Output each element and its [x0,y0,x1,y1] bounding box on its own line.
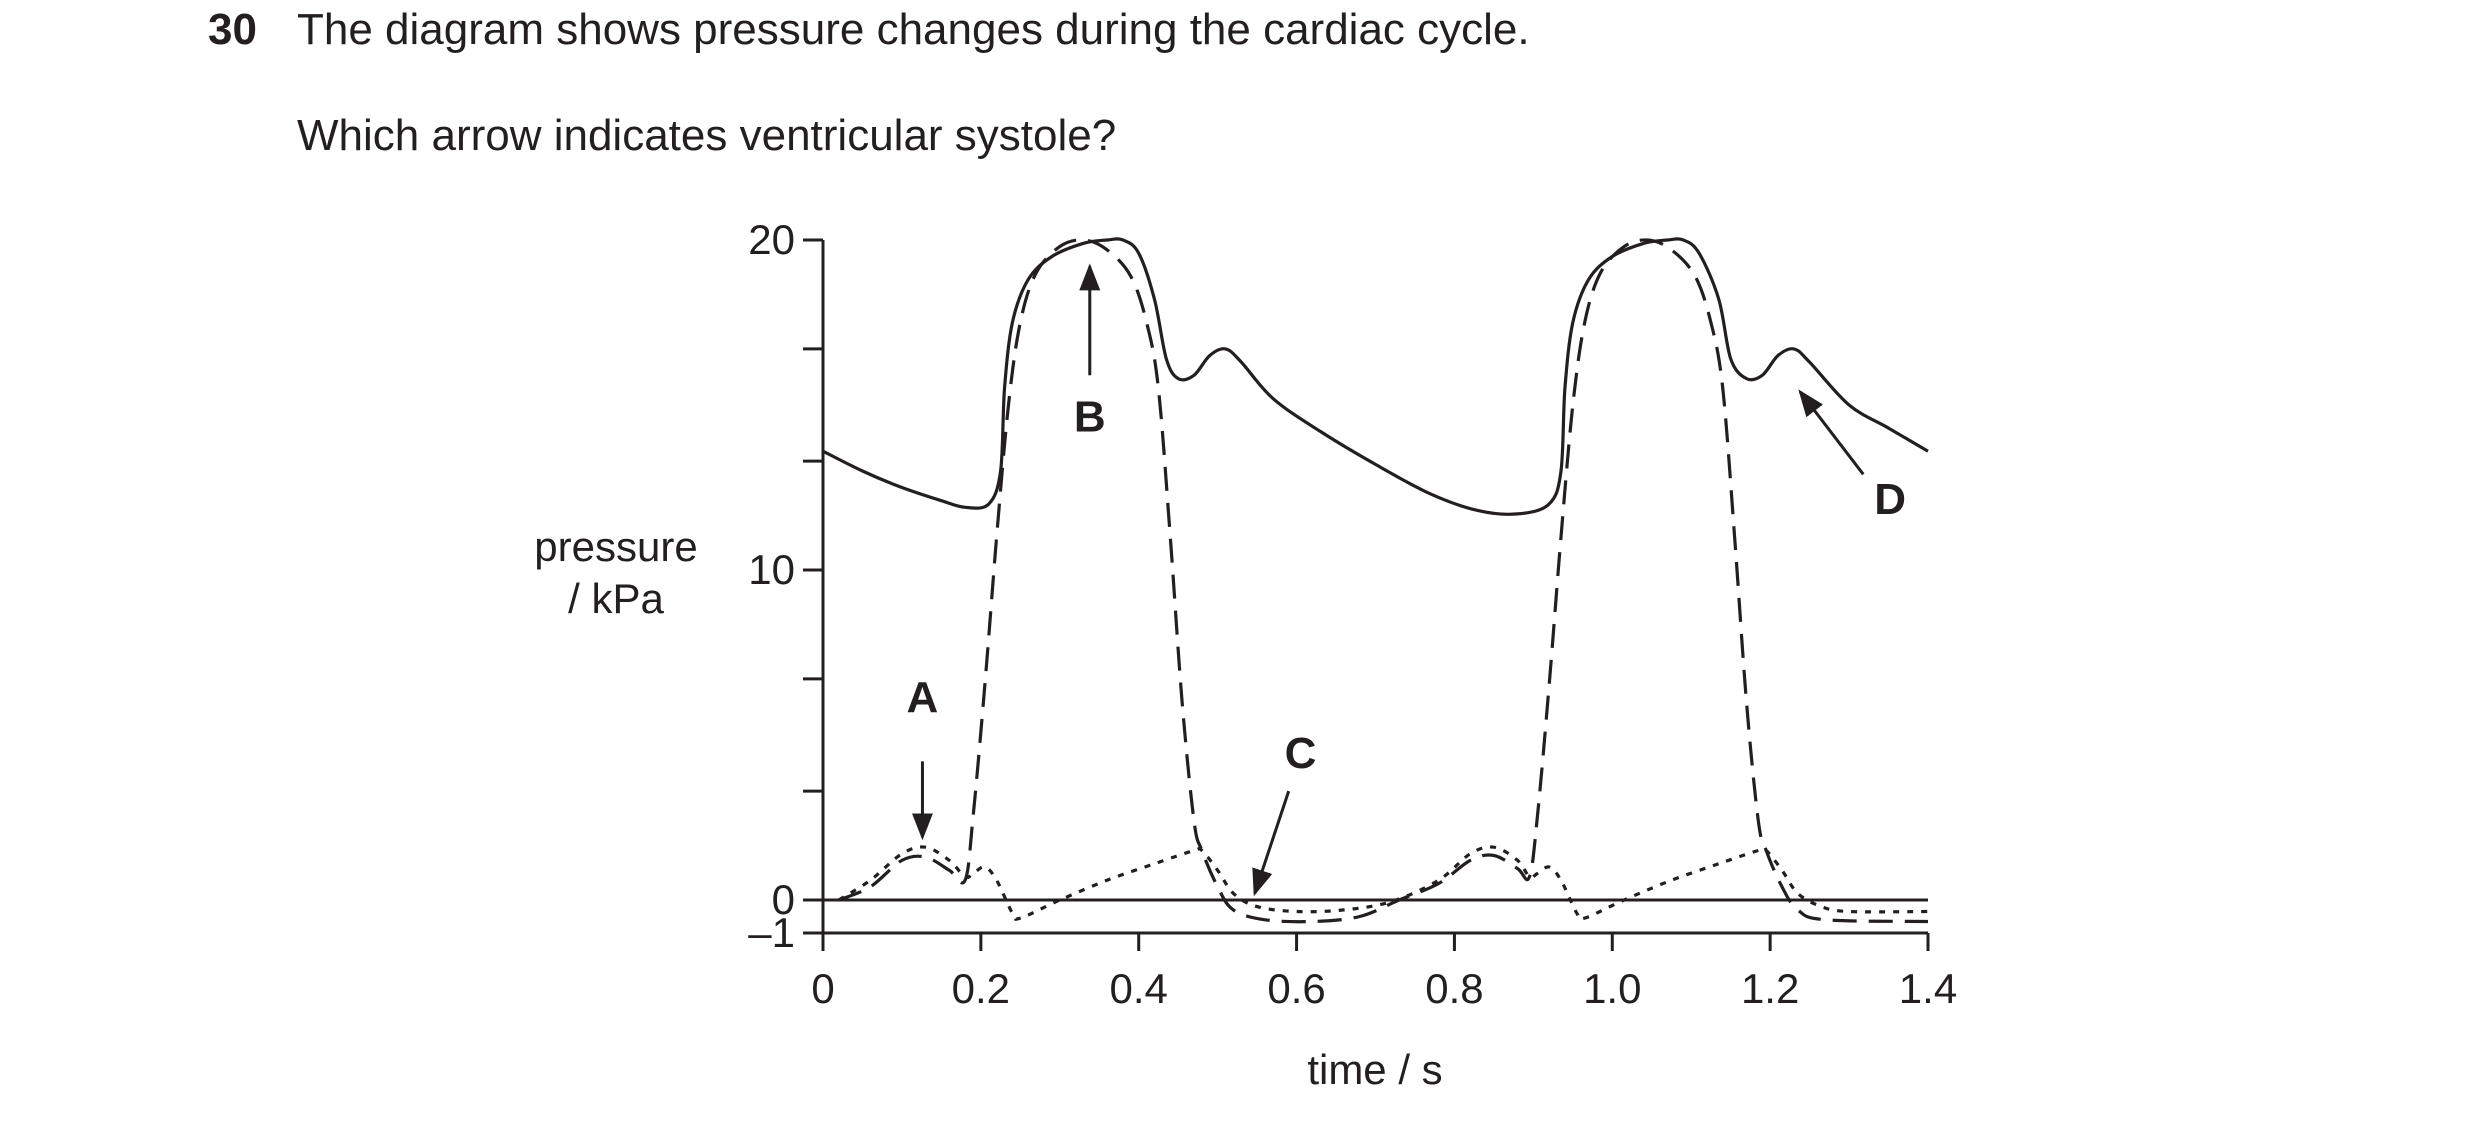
y-tick-label: –1 [748,909,795,956]
question-number: 30 [208,5,257,54]
y-tick-label: 0 [772,876,795,923]
chart-series [822,237,1929,924]
x-tick-label: 0.4 [1110,965,1168,1012]
y-tick-label: 10 [748,546,795,593]
question-prompt: Which arrow indicates ventricular systol… [297,111,1117,160]
series-line-dotted [837,845,1929,921]
series-line-solid [822,237,1929,516]
y-axis-label-line1: pressure [534,523,697,570]
arrow-label-b: B [1074,392,1106,441]
x-tick-label: 1.2 [1741,965,1799,1012]
x-tick-label: 1.4 [1899,965,1957,1012]
arrow-c [1252,790,1291,897]
x-tick-label: 0.8 [1425,965,1483,1012]
x-tick-label: 0 [811,965,834,1012]
question-text: The diagram shows pressure changes durin… [297,5,1530,54]
x-tick-label: 0.2 [952,965,1010,1012]
x-axis-label: time / s [1307,1046,1442,1093]
y-tick-label: 20 [748,216,795,263]
arrow-label-a: A [907,673,939,722]
chart-annotations: A B C D [907,263,1906,897]
series-line-dashed [838,238,1929,924]
y-axis-label-line2: / kPa [568,575,664,622]
x-tick-label: 1.0 [1583,965,1641,1012]
arrow-label-c: C [1285,729,1317,778]
arrow-d [1798,389,1865,476]
arrow-label-d: D [1874,475,1906,524]
x-tick-label: 0.6 [1267,965,1325,1012]
